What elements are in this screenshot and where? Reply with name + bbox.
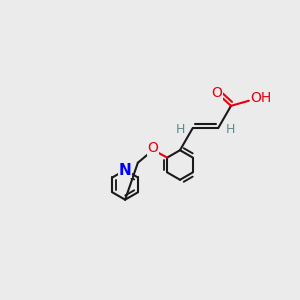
Text: OH: OH — [250, 91, 272, 105]
Text: O: O — [212, 86, 222, 100]
Text: H: H — [176, 123, 185, 136]
Text: H: H — [226, 123, 235, 136]
Text: N: N — [119, 163, 131, 178]
Text: O: O — [148, 142, 159, 155]
